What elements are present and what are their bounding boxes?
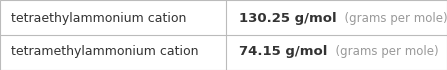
- Text: (grams per mole): (grams per mole): [337, 12, 447, 25]
- Text: tetraethylammonium cation: tetraethylammonium cation: [11, 12, 186, 25]
- Text: (grams per mole): (grams per mole): [328, 45, 438, 58]
- Text: 130.25 g/mol: 130.25 g/mol: [239, 12, 337, 25]
- Text: 74.15 g/mol: 74.15 g/mol: [239, 45, 328, 58]
- Text: tetramethylammonium cation: tetramethylammonium cation: [11, 45, 198, 58]
